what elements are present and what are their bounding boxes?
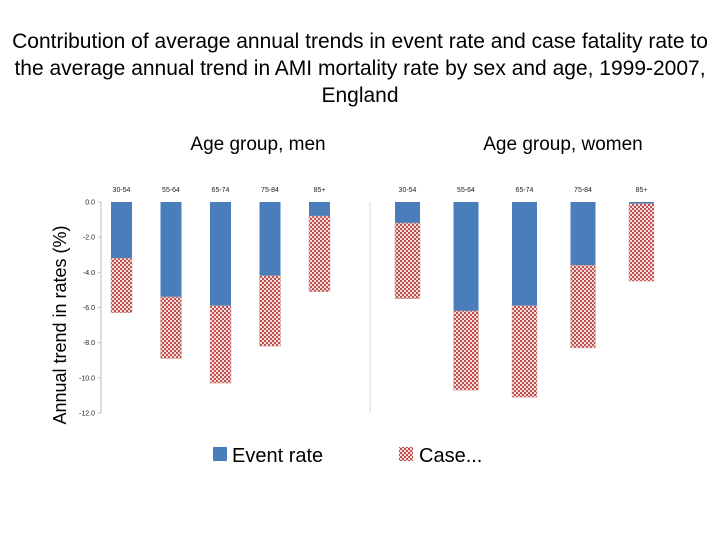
bar-event-rate [309, 202, 330, 217]
category-label: 55-64 [162, 187, 180, 194]
category-label: 85+ [636, 187, 648, 194]
category-label: 85+ [314, 187, 326, 194]
y-tick-label: 0.0 [85, 200, 95, 207]
y-axis-title: Annual trend in rates (%) [50, 225, 70, 424]
bar-case-fatality [259, 275, 281, 347]
y-tick-label: -10.0 [79, 375, 95, 382]
legend-label-case-fatality: Case... [419, 445, 482, 467]
bar-event-rate [259, 202, 281, 276]
y-tick-label: -2.0 [83, 235, 95, 242]
y-tick-label: -12.0 [79, 411, 95, 418]
bar-event-rate [629, 202, 654, 204]
bar-event-rate [210, 202, 231, 306]
panel-title: Age group, men [190, 134, 325, 155]
bar-event-rate [453, 202, 479, 312]
category-label: 65-74 [212, 187, 230, 194]
bar-event-rate [395, 202, 420, 224]
bar-case-fatality [511, 305, 538, 398]
bar-event-rate [111, 202, 132, 259]
category-label: 30-54 [399, 187, 417, 194]
category-label: 30-54 [113, 187, 131, 194]
panel-title: Age group, women [483, 134, 643, 155]
bar-case-fatality [453, 310, 479, 391]
bar-event-rate [160, 202, 182, 297]
category-label: 65-74 [516, 187, 534, 194]
category-label: 55-64 [457, 187, 475, 194]
bar-case-fatality [570, 265, 596, 349]
bar-case-fatality [308, 215, 331, 292]
bar-case-fatality [394, 222, 421, 299]
bar-case-fatality [628, 203, 655, 282]
legend-swatch-event-rate [213, 447, 227, 461]
y-tick-label: -4.0 [83, 270, 95, 277]
y-tick-label: -6.0 [83, 305, 95, 312]
bar-event-rate [512, 202, 537, 306]
legend-swatch-case-fatality [399, 447, 413, 461]
slide-title: Contribution of average annual trends in… [12, 30, 708, 107]
legend-label-event-rate: Event rate [232, 445, 323, 467]
bar-case-fatality [110, 258, 133, 314]
y-tick-label: -8.0 [83, 340, 95, 347]
category-label: 75-84 [574, 187, 592, 194]
bar-case-fatality [160, 296, 182, 359]
bar-event-rate [570, 202, 596, 266]
category-label: 75-84 [261, 187, 279, 194]
bar-case-fatality [209, 305, 232, 384]
